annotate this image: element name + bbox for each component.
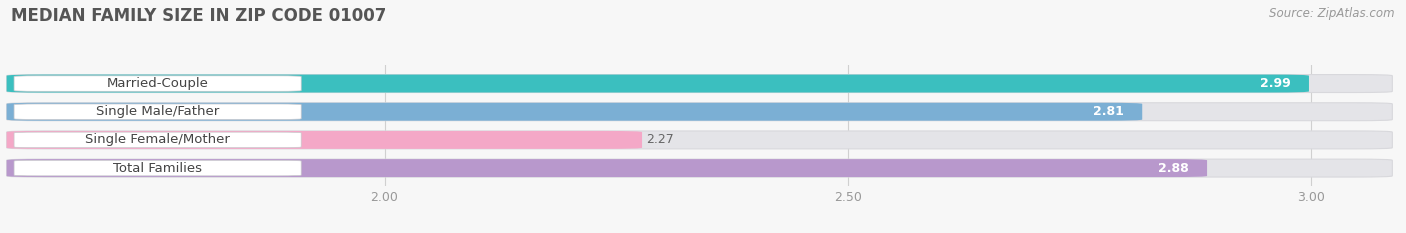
- FancyBboxPatch shape: [7, 159, 1392, 177]
- FancyBboxPatch shape: [7, 131, 643, 149]
- Text: 2.88: 2.88: [1157, 161, 1188, 175]
- FancyBboxPatch shape: [14, 76, 301, 91]
- FancyBboxPatch shape: [14, 104, 301, 120]
- FancyBboxPatch shape: [7, 103, 1142, 121]
- Text: Single Female/Mother: Single Female/Mother: [86, 134, 231, 146]
- Text: 2.27: 2.27: [645, 134, 673, 146]
- Text: Married-Couple: Married-Couple: [107, 77, 208, 90]
- FancyBboxPatch shape: [14, 132, 301, 148]
- Text: Source: ZipAtlas.com: Source: ZipAtlas.com: [1270, 7, 1395, 20]
- Text: Single Male/Father: Single Male/Father: [96, 105, 219, 118]
- Text: MEDIAN FAMILY SIZE IN ZIP CODE 01007: MEDIAN FAMILY SIZE IN ZIP CODE 01007: [11, 7, 387, 25]
- Text: 2.99: 2.99: [1260, 77, 1291, 90]
- FancyBboxPatch shape: [7, 159, 1208, 177]
- FancyBboxPatch shape: [14, 160, 301, 176]
- FancyBboxPatch shape: [7, 75, 1392, 93]
- FancyBboxPatch shape: [7, 131, 1392, 149]
- Text: 2.81: 2.81: [1092, 105, 1123, 118]
- FancyBboxPatch shape: [7, 103, 1392, 121]
- Text: Total Families: Total Families: [112, 161, 202, 175]
- FancyBboxPatch shape: [7, 75, 1309, 93]
